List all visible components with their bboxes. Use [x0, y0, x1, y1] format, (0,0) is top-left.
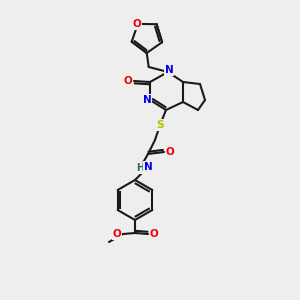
Text: O: O: [150, 229, 158, 239]
Text: H: H: [136, 163, 144, 173]
Text: O: O: [112, 229, 122, 239]
Text: O: O: [132, 19, 141, 29]
Text: N: N: [144, 162, 152, 172]
Text: O: O: [166, 147, 174, 157]
Text: N: N: [165, 65, 173, 75]
Text: N: N: [142, 95, 152, 105]
Text: S: S: [156, 120, 164, 130]
Text: O: O: [124, 76, 132, 86]
